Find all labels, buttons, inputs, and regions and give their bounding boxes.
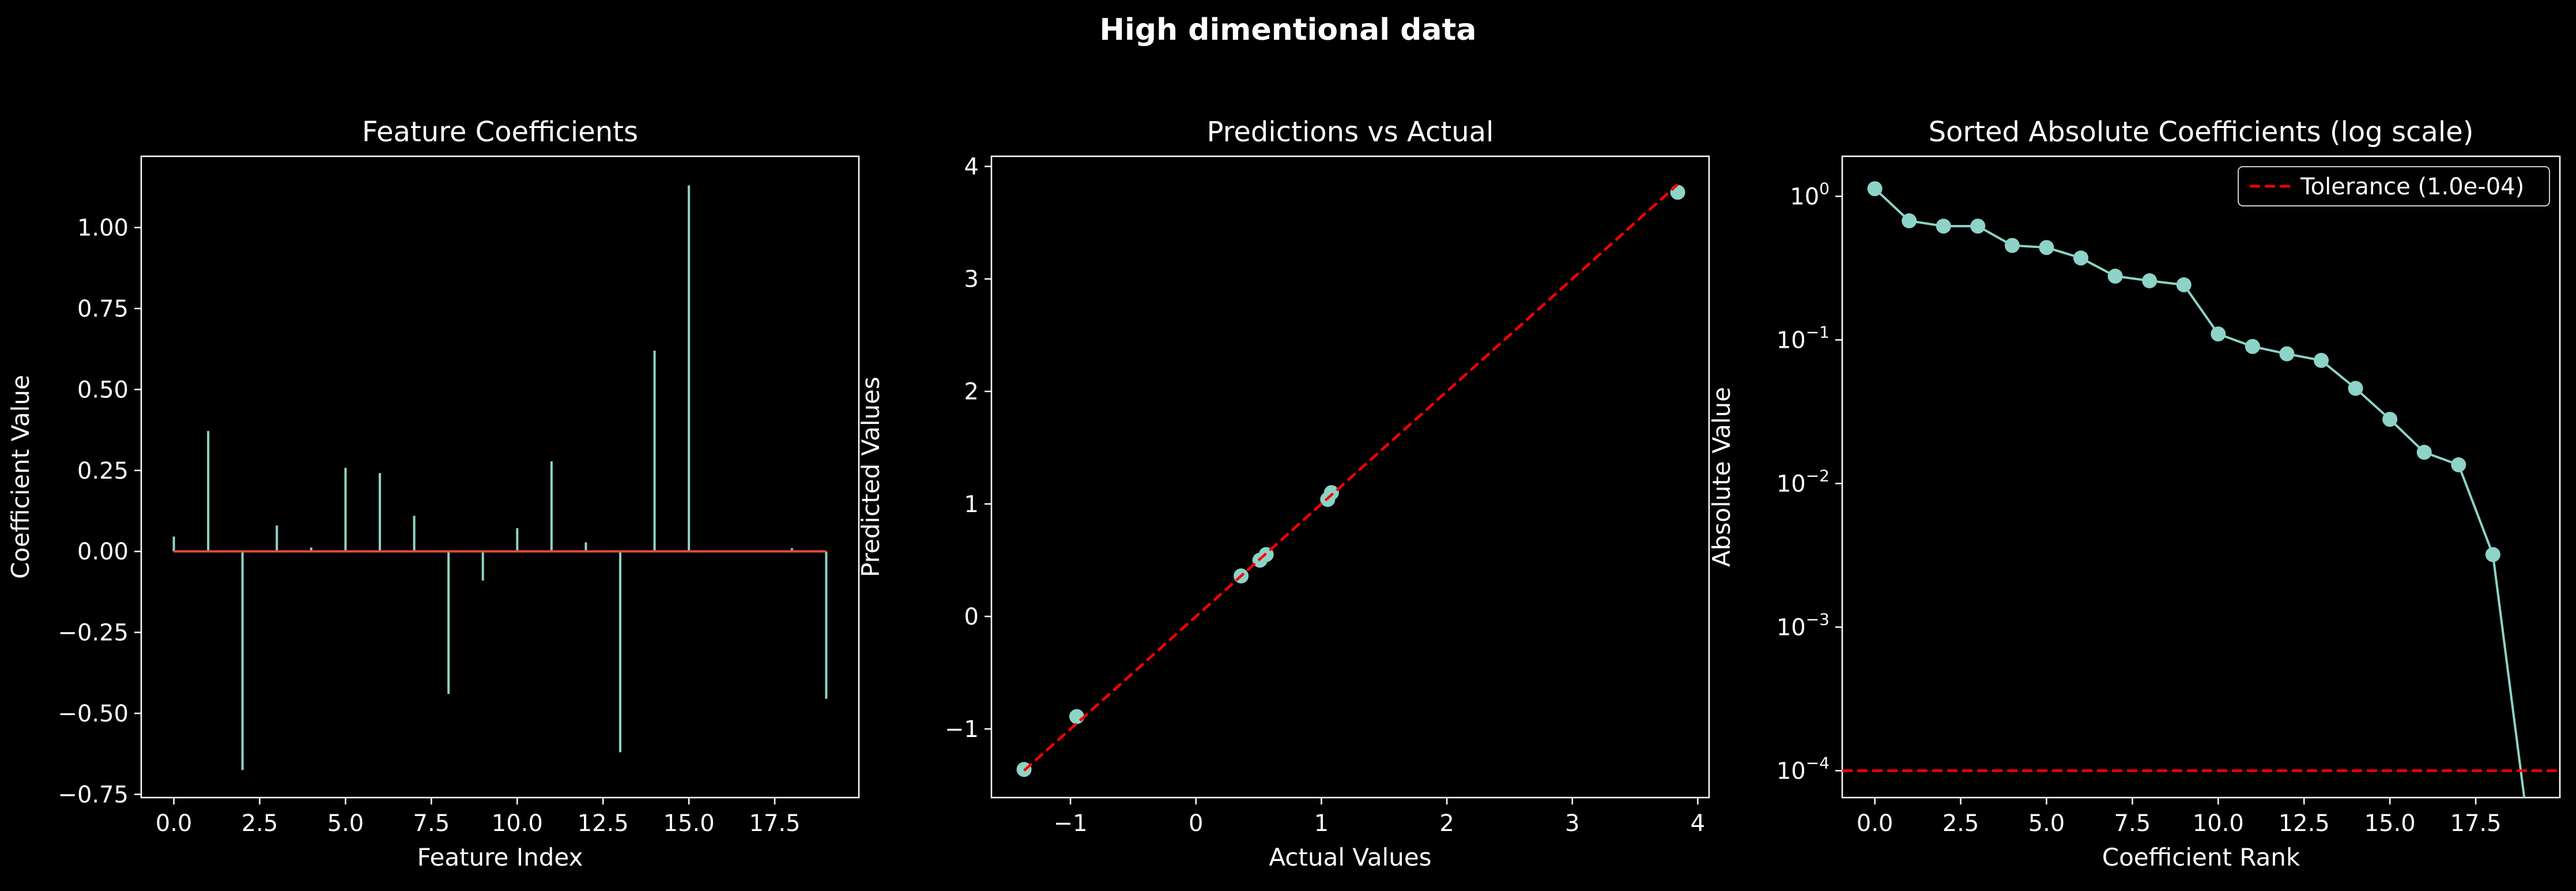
series-marker-11 [2245,339,2260,354]
y-tick-exponent: −3 [1806,610,1830,629]
x-tick-label: 5.0 [2028,810,2065,837]
y-tick-label: 0.25 [77,458,129,484]
x-tick-label: 17.5 [2450,810,2502,837]
series-marker-17 [2451,457,2466,472]
y-tick-label: −0.75 [58,781,129,808]
y-tick-label: −1 [945,716,979,743]
x-tick-label: 2.5 [1943,810,1979,837]
y-tick-label: 0.75 [77,296,129,322]
x-tick-label: 4 [1691,810,1705,837]
series-marker-12 [2279,347,2294,362]
x-tick-label: 0.0 [156,810,193,837]
x-tick-label: 5.0 [327,810,364,837]
y-tick-exponent: −2 [1806,466,1830,485]
y-tick-label: 1 [964,491,979,518]
figure-title: High dimentional data [1100,13,1477,47]
series-marker-14 [2348,381,2363,396]
series-marker-13 [2314,353,2329,368]
y-tick-base: 10 [1790,183,1819,210]
x-tick-label: 10.0 [2193,810,2244,837]
x-tick-label: 0 [1189,810,1203,837]
series-marker-10 [2211,326,2226,341]
y-axis-label: Coefficient Value [6,375,35,579]
panel-title: Feature Coefficients [362,116,638,148]
x-tick-label: 12.5 [2279,810,2330,837]
x-tick-label: 2 [1439,810,1454,837]
x-axis-label: Coefficient Rank [2102,843,2300,871]
x-axis-label: Actual Values [1269,843,1431,871]
legend: Tolerance (1.0e-04) [2238,167,2549,206]
x-tick-label: 1 [1314,810,1329,837]
y-tick-label: 4 [964,154,979,181]
x-tick-label: −1 [1054,810,1088,837]
series-marker-15 [2382,412,2397,427]
y-tick-label: 0.50 [77,377,129,403]
y-tick-label: 2 [964,379,979,405]
y-tick-label: 1.00 [77,215,129,242]
scatter-point-7 [1670,185,1685,200]
y-tick-base: 10 [1777,614,1806,641]
x-tick-label: 15.0 [663,810,715,837]
y-tick-label: −0.25 [58,620,129,646]
y-tick-label: −0.50 [58,701,129,727]
x-tick-label: 15.0 [2364,810,2416,837]
x-tick-label: 7.5 [413,810,450,837]
series-marker-3 [1970,219,1985,234]
x-tick-label: 17.5 [749,810,801,837]
y-tick-label: 0 [964,604,979,630]
y-tick-base: 10 [1777,758,1806,784]
series-marker-9 [2177,277,2192,292]
series-marker-4 [2005,238,2020,253]
y-tick-base: 10 [1777,471,1806,497]
legend-label: Tolerance (1.0e-04) [2300,174,2524,200]
x-tick-label: 0.0 [1857,810,1894,837]
series-marker-7 [2108,269,2123,284]
panel-title: Sorted Absolute Coefficients (log scale) [1929,116,2474,148]
y-tick-base: 10 [1777,327,1806,354]
y-tick-label: 0.00 [77,539,129,565]
x-axis-label: Feature Index [417,843,583,871]
scatter-point-1 [1069,709,1084,724]
y-tick-label: 3 [964,266,979,293]
x-tick-label: 7.5 [2114,810,2151,837]
series-marker-0 [1868,181,1883,196]
x-tick-label: 2.5 [242,810,278,837]
series-marker-6 [2073,250,2088,265]
x-tick-label: 10.0 [492,810,543,837]
series-marker-5 [2039,240,2054,255]
panel-title: Predictions vs Actual [1207,116,1494,148]
series-marker-2 [1936,219,1951,234]
series-marker-1 [1902,213,1917,228]
y-tick-exponent: −1 [1806,322,1830,341]
y-axis-label: Absolute Value [1707,387,1736,567]
series-marker-16 [2417,445,2432,460]
y-axis-label: Predicted Values [857,377,885,577]
x-tick-label: 3 [1565,810,1579,837]
series-marker-18 [2486,547,2500,562]
series-marker-8 [2142,273,2157,288]
y-tick-exponent: −4 [1806,753,1830,772]
x-tick-label: 12.5 [578,810,629,837]
y-tick-exponent: 0 [1819,179,1830,198]
